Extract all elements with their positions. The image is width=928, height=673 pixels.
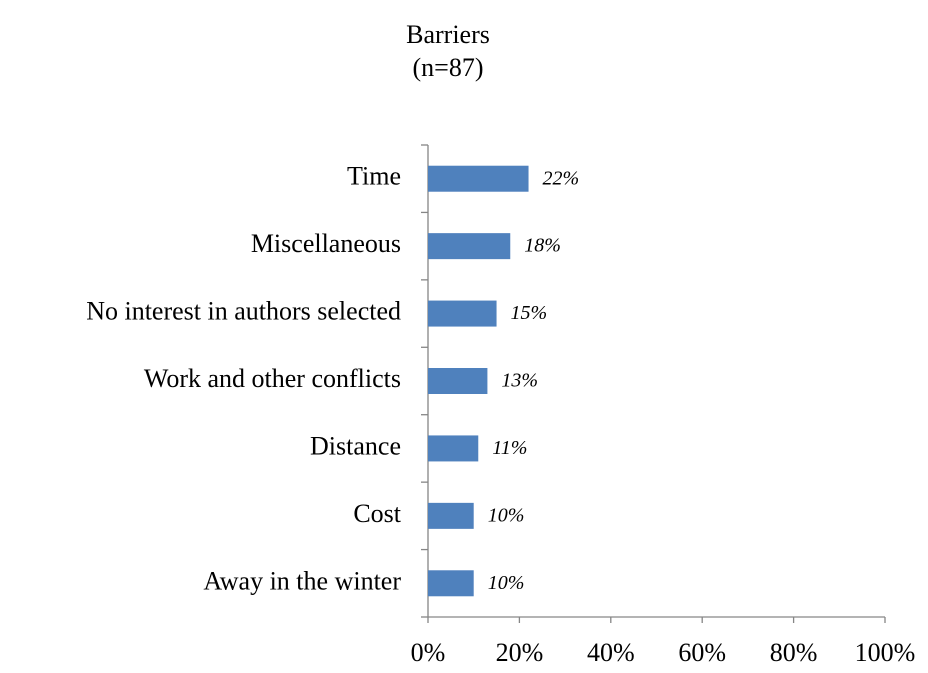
x-tick-label: 100% <box>855 638 916 667</box>
y-tick-label: Work and other conflicts <box>144 364 401 393</box>
bar <box>428 368 488 394</box>
value-label: 15% <box>511 302 548 324</box>
bar <box>428 300 497 327</box>
x-tick-label: 0% <box>411 638 446 667</box>
value-label: 11% <box>492 437 527 459</box>
y-tick-label: Away in the winter <box>203 566 401 595</box>
x-tick-label: 40% <box>587 638 635 667</box>
bar <box>428 165 529 192</box>
bar <box>428 233 511 260</box>
chart-title: Barriers <box>406 20 490 49</box>
y-tick-label: Time <box>347 162 401 191</box>
value-label: 13% <box>501 370 538 392</box>
bar <box>428 570 474 597</box>
y-tick-label: No interest in authors selected <box>86 297 401 326</box>
x-tick-label: 20% <box>496 638 544 667</box>
y-tick-label: Distance <box>310 431 401 460</box>
x-tick-label: 60% <box>678 638 726 667</box>
value-label: 10% <box>488 572 525 594</box>
y-tick-label: Miscellaneous <box>251 229 401 258</box>
bar <box>428 435 479 462</box>
bar <box>428 502 474 529</box>
chart-subtitle: (n=87) <box>413 53 484 82</box>
y-tick-label: Cost <box>353 499 401 528</box>
value-label: 22% <box>543 167 580 189</box>
x-tick-label: 80% <box>770 638 818 667</box>
value-label: 18% <box>524 235 561 257</box>
value-label: 10% <box>488 504 525 526</box>
